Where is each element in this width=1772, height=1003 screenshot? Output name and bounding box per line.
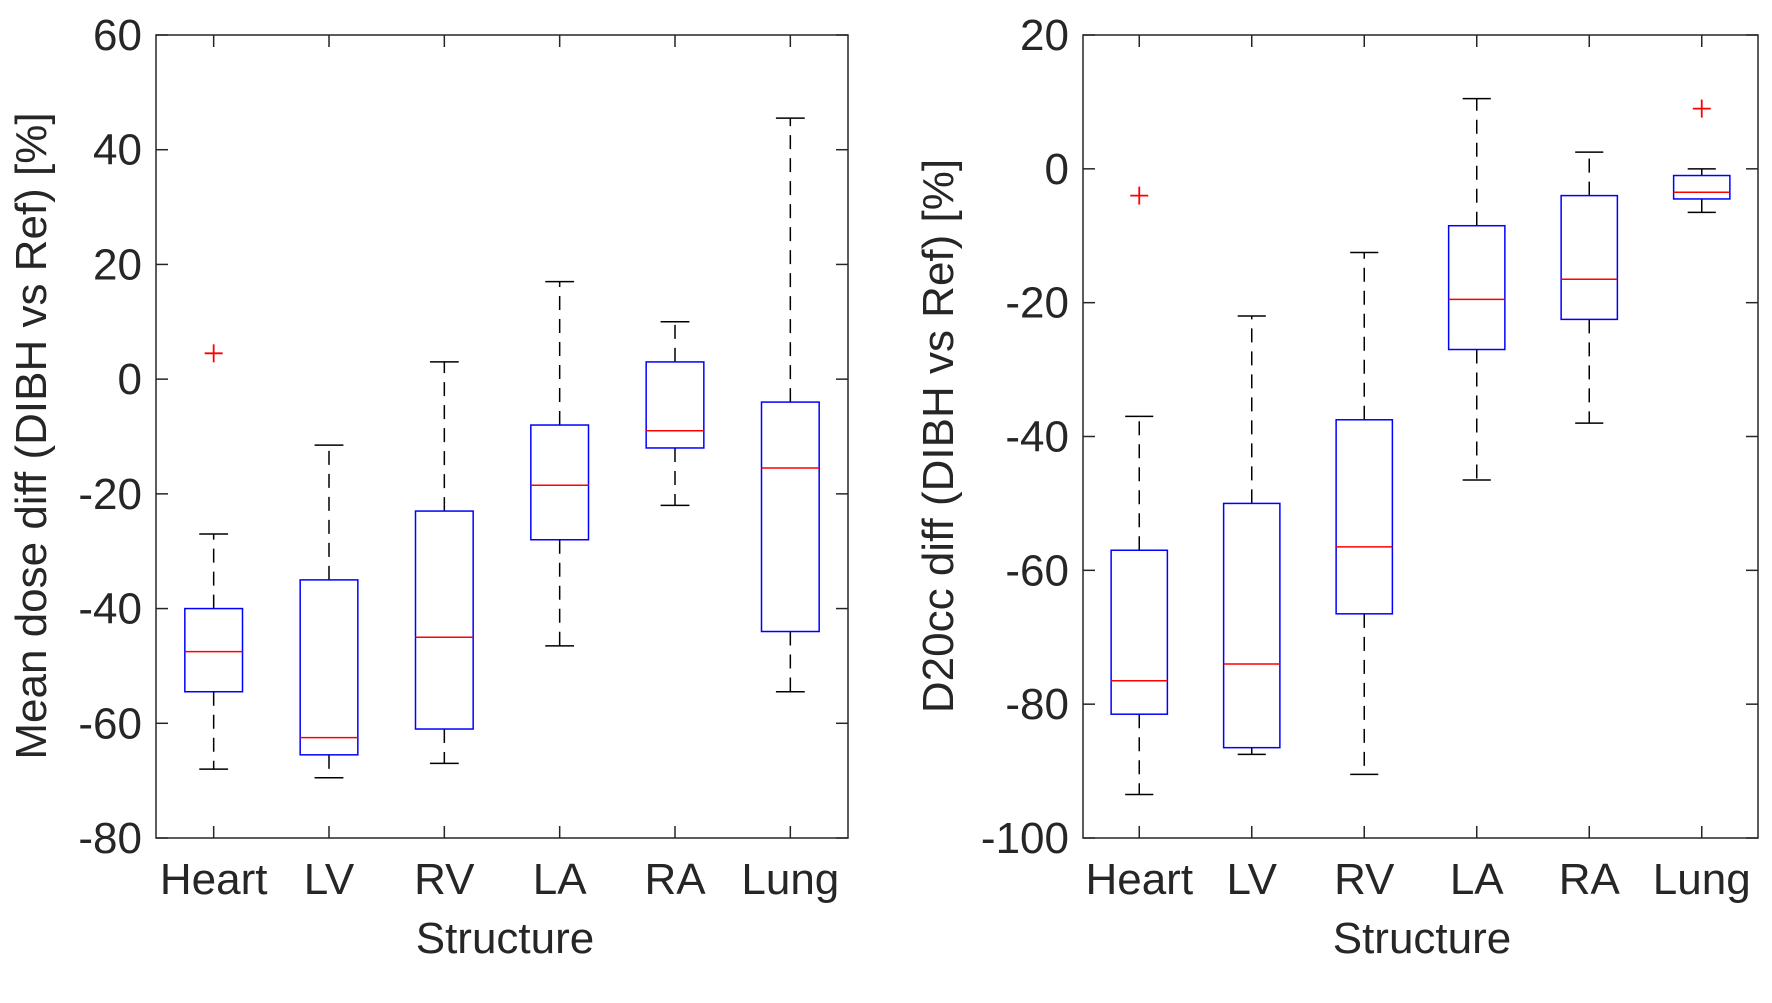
y-tick-label: 20 <box>1020 11 1069 60</box>
outlier-marker <box>204 344 223 363</box>
box-heart <box>1110 186 1169 796</box>
y-tick-label: -80 <box>1005 680 1069 729</box>
x-tick-label: RA <box>1559 855 1621 904</box>
y-tick-label: -20 <box>78 470 142 519</box>
box-lung <box>1672 99 1731 214</box>
box-lv <box>299 444 359 779</box>
y-tick-label: -100 <box>981 814 1069 863</box>
y-tick-label: 0 <box>118 355 142 404</box>
box-iqr <box>1222 502 1281 749</box>
plot-area-frame <box>1082 34 1759 839</box>
y-tick-label: -60 <box>1005 546 1069 595</box>
box-ra <box>1560 151 1619 424</box>
y-tick-label: 20 <box>93 240 142 289</box>
box-rv <box>414 361 474 765</box>
plot-area-frame <box>155 34 849 839</box>
box-iqr <box>414 510 474 730</box>
y-tick-label: -20 <box>1005 279 1069 328</box>
y-tick-label: 40 <box>93 126 142 175</box>
box-la <box>530 280 590 647</box>
y-axis-title: D20cc diff (DIBH vs Ref) [%] <box>914 159 963 713</box>
box-iqr <box>760 401 820 633</box>
box-heart <box>184 344 244 770</box>
box-la <box>1447 97 1506 481</box>
box-iqr <box>645 361 705 449</box>
y-tick-label: -60 <box>78 699 142 748</box>
outlier-marker <box>1692 99 1711 118</box>
x-tick-label: Heart <box>160 855 268 904</box>
x-tick-label: LV <box>1226 855 1277 904</box>
x-tick-label: Heart <box>1085 855 1193 904</box>
y-tick-label: -40 <box>1005 413 1069 462</box>
box-iqr <box>530 424 590 541</box>
y-tick-label: -40 <box>78 585 142 634</box>
x-axis-title: Structure <box>416 914 595 963</box>
box-iqr <box>1447 224 1506 351</box>
box-iqr <box>1110 549 1169 715</box>
x-tick-label: LA <box>1450 855 1504 904</box>
box-iqr <box>299 579 359 756</box>
y-tick-label: -80 <box>78 814 142 863</box>
x-tick-label: LV <box>304 855 355 904</box>
x-tick-label: Lung <box>741 855 839 904</box>
box-ra <box>645 321 705 507</box>
y-axis-title: Mean dose diff (DIBH vs Ref) [%] <box>7 112 56 759</box>
outlier-marker <box>1130 186 1149 205</box>
x-tick-label: RV <box>1334 855 1395 904</box>
box-iqr <box>1335 419 1394 615</box>
box-lung <box>760 117 820 693</box>
x-tick-label: LA <box>533 855 587 904</box>
x-axis-title: Structure <box>1333 914 1512 963</box>
chart-panel-1: 60 40 20 0 -20 -40 -60 -80 Heart LV RV LA RA Lung Stru… <box>7 11 849 963</box>
x-tick-label: Lung <box>1653 855 1751 904</box>
box-iqr <box>1672 174 1731 200</box>
box-rv <box>1335 251 1394 776</box>
x-tick-label: RA <box>644 855 706 904</box>
box-iqr <box>184 607 244 693</box>
chart-panel-2: 20 0 -20 -40 -60 -80 -100 Heart LV RV LA RA Lung Stru… <box>914 11 1759 963</box>
box-iqr <box>1560 194 1619 321</box>
box-lv <box>1222 315 1281 756</box>
y-tick-label: 0 <box>1045 145 1069 194</box>
x-tick-label: RV <box>414 855 475 904</box>
y-tick-label: 60 <box>93 11 142 60</box>
